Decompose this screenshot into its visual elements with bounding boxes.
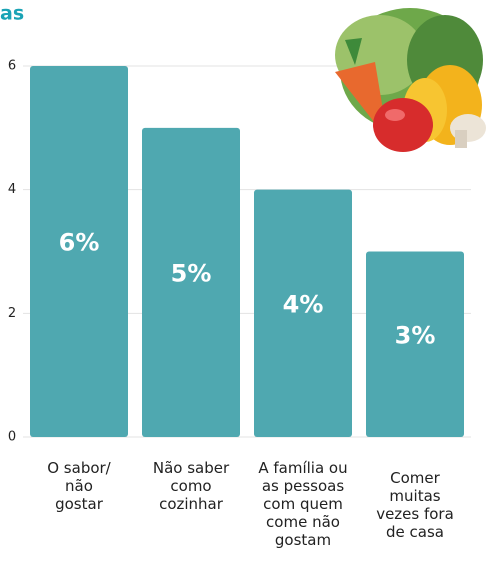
x-tick-label: A família ou as pessoas com quem come nã… [258,459,348,549]
bar [366,251,464,437]
y-tick-label: 6 [8,59,16,74]
vegetables-illustration [335,8,486,152]
value-label: 5% [171,259,212,287]
value-label: 3% [395,321,436,349]
y-tick-label: 4 [8,182,16,197]
bar [30,66,128,437]
x-tick-label: O sabor/ não gostar [47,459,111,513]
chart-title: as [0,3,24,25]
x-tick-label: Não saber como cozinhar [152,459,230,513]
y-tick-label: 2 [8,306,16,321]
bar [254,189,352,437]
y-tick-label: 0 [8,430,16,445]
value-label: 4% [283,290,324,318]
value-label: 6% [59,229,100,257]
x-tick-label: Comer muitas vezes fora de casa [376,469,454,541]
bar [142,127,240,437]
